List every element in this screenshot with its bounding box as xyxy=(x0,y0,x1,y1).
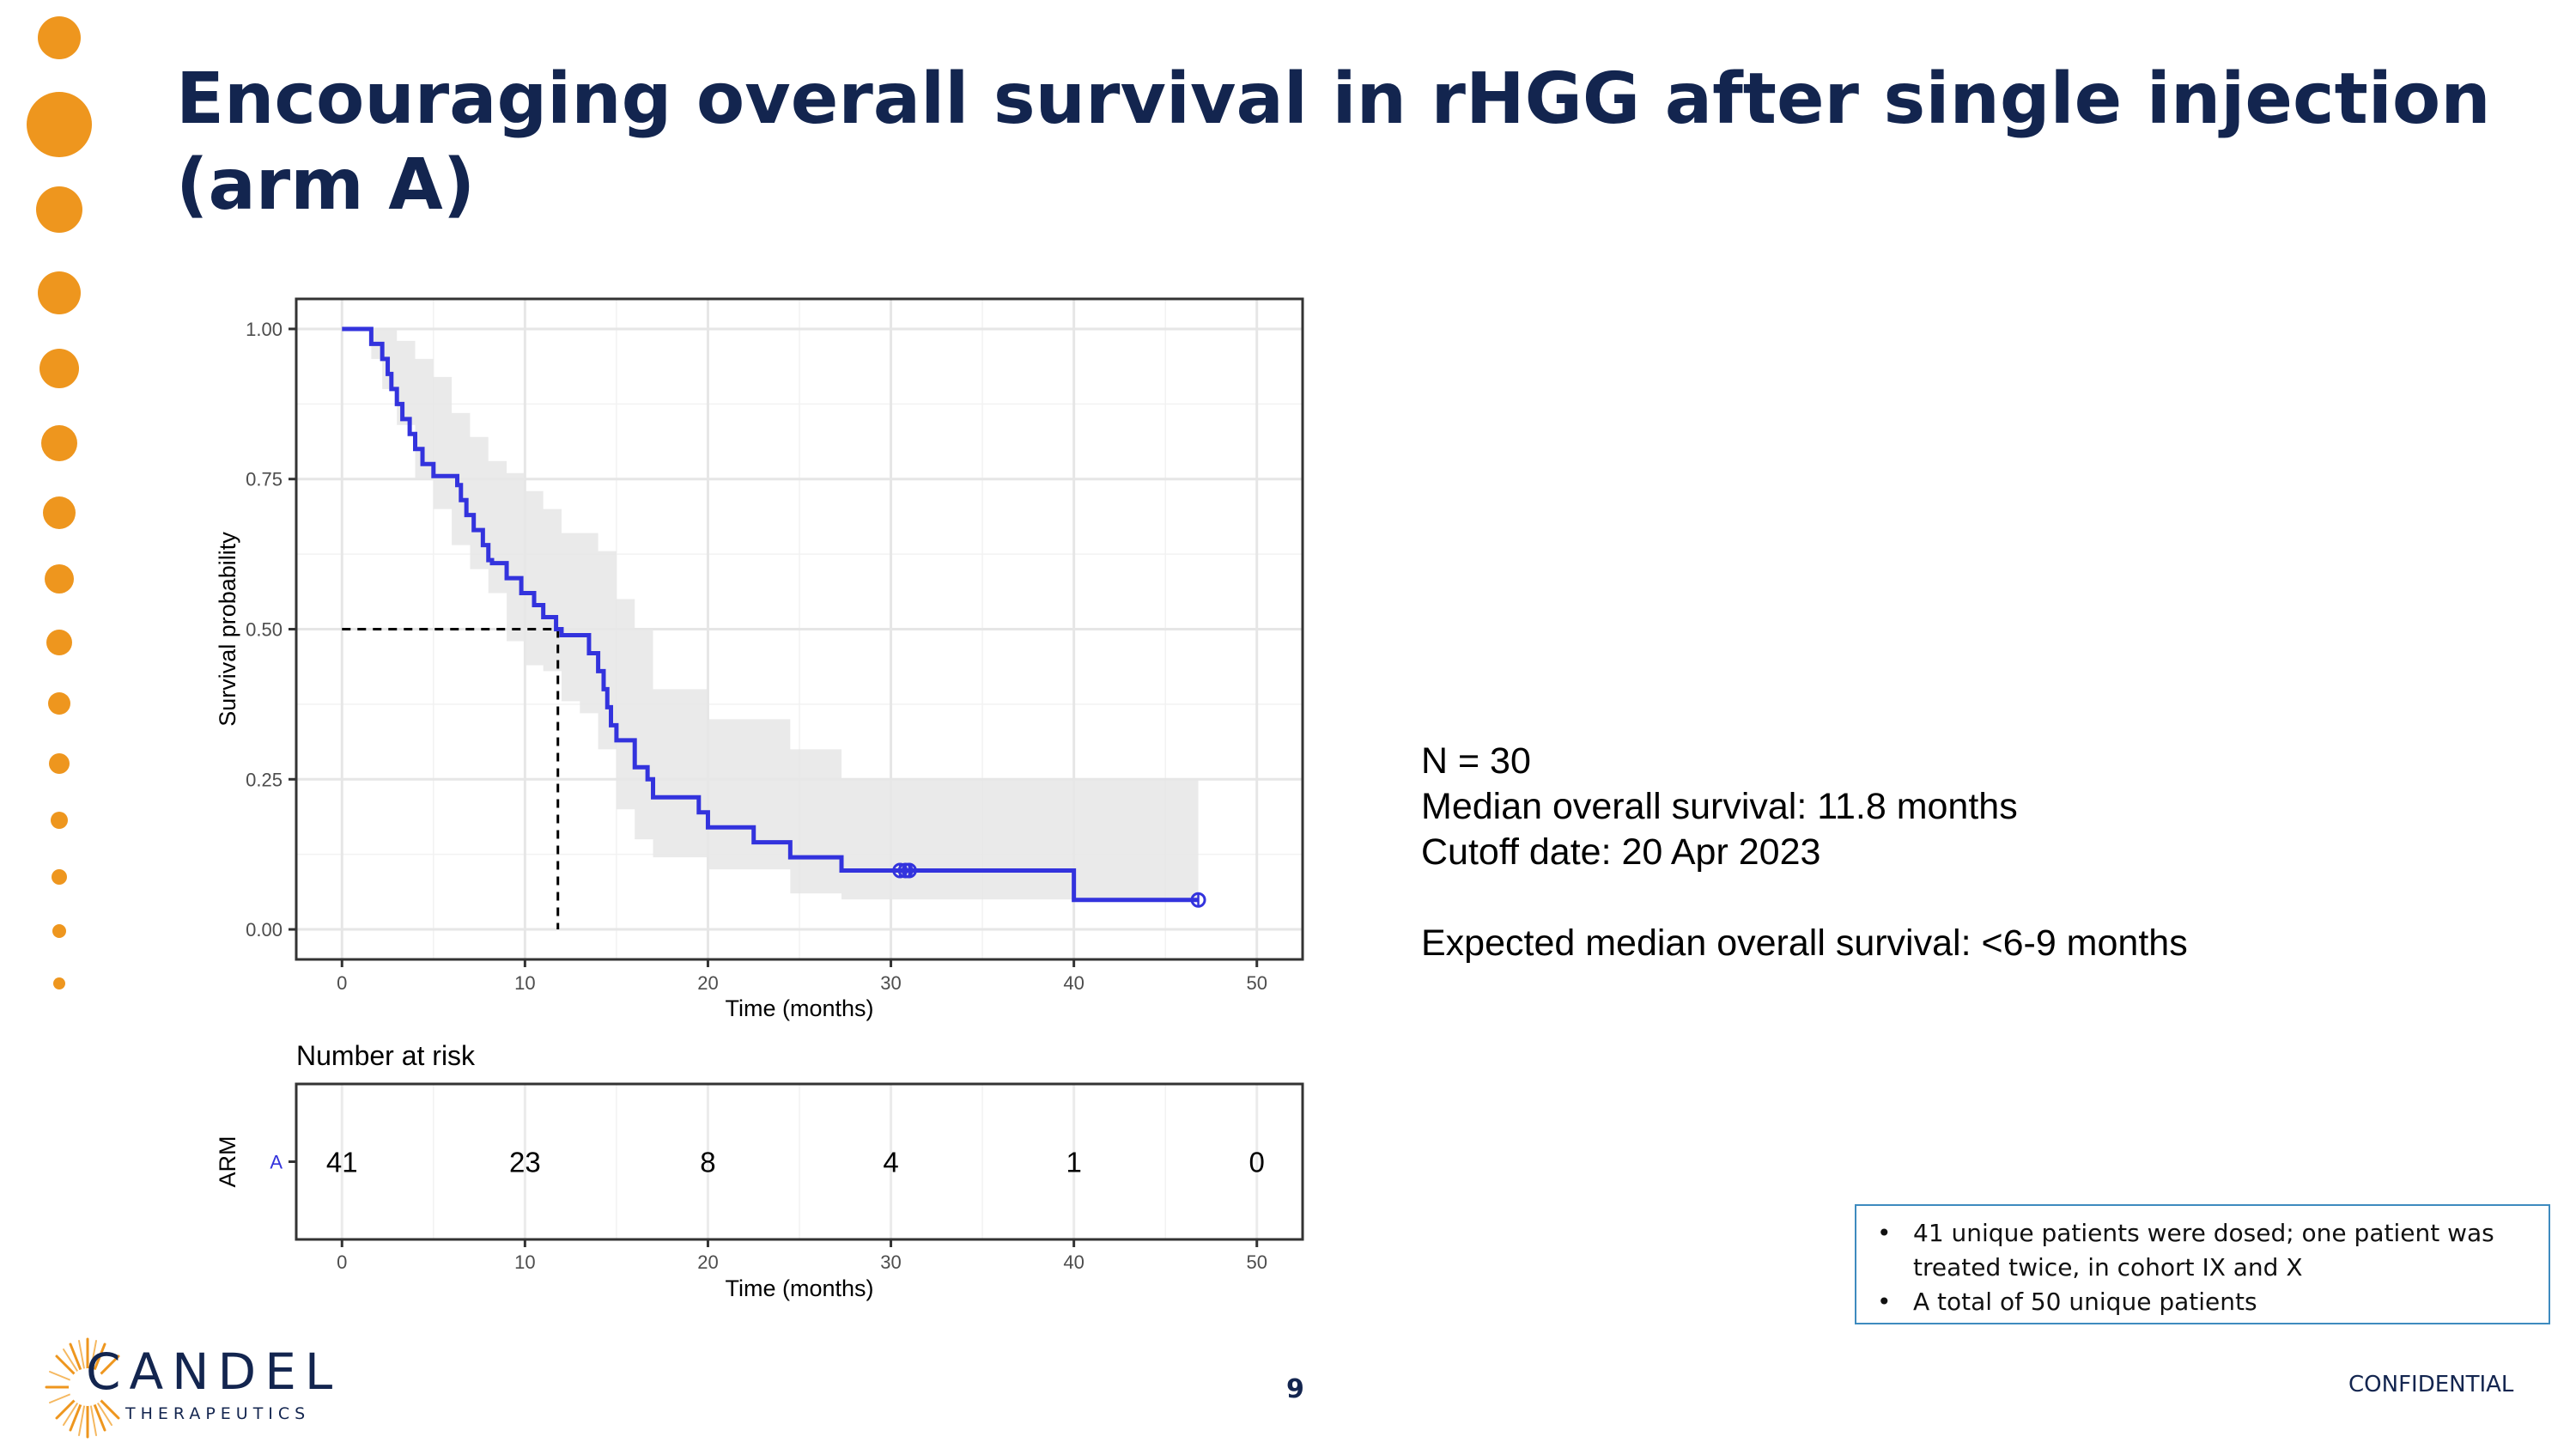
y-tick-label: 0.00 xyxy=(246,919,283,941)
risk-table-title: Number at risk xyxy=(296,1040,476,1071)
decorative-dot xyxy=(53,977,65,989)
stat-expected: Expected median overall survival: <6-9 m… xyxy=(1421,922,2188,964)
y-tick-label: 0.25 xyxy=(246,769,283,790)
decorative-dot xyxy=(41,425,77,461)
footnote-box: 41 unique patients were dosed; one patie… xyxy=(1855,1204,2550,1324)
decorative-dot-column xyxy=(0,0,120,1031)
summary-stats: N = 30 Median overall survival: 11.8 mon… xyxy=(1421,739,2451,966)
decorative-dot xyxy=(27,92,92,157)
page-number: 9 xyxy=(1286,1374,1304,1404)
risk-count: 23 xyxy=(509,1147,541,1178)
stat-cutoff: Cutoff date: 20 Apr 2023 xyxy=(1421,831,1821,873)
decorative-dot xyxy=(51,812,68,829)
decorative-dot xyxy=(52,869,67,885)
risk-row-axis-title: ARM xyxy=(215,1136,240,1188)
risk-x-tick-label: 10 xyxy=(514,1251,535,1273)
risk-x-tick-label: 0 xyxy=(337,1251,347,1273)
footnote-item: 41 unique patients were dosed; one patie… xyxy=(1872,1216,2533,1285)
x-tick-label: 30 xyxy=(880,972,901,994)
risk-x-axis-title: Time (months) xyxy=(725,1275,873,1301)
stat-median: Median overall survival: 11.8 months xyxy=(1421,786,2018,827)
stat-spacer xyxy=(1421,875,2451,921)
x-tick-label: 50 xyxy=(1246,972,1267,994)
decorative-dot xyxy=(45,564,74,594)
y-tick-label: 1.00 xyxy=(246,319,283,340)
confidential-label: CONFIDENTIAL xyxy=(2348,1372,2514,1397)
decorative-dot xyxy=(48,692,70,715)
risk-count: 8 xyxy=(700,1147,715,1178)
company-logo: CANDEL THERAPEUTICS xyxy=(43,1327,332,1447)
decorative-dot xyxy=(46,630,72,655)
decorative-dot xyxy=(38,271,81,314)
survival-curve-A xyxy=(342,326,1199,903)
risk-x-tick-label: 30 xyxy=(880,1251,901,1273)
logo-wordmark: CANDEL xyxy=(86,1342,342,1401)
risk-x-tick-label: 50 xyxy=(1246,1251,1267,1273)
x-tick-label: 40 xyxy=(1063,972,1084,994)
y-tick-label: 0.75 xyxy=(246,469,283,490)
risk-x-tick-label: 20 xyxy=(697,1251,718,1273)
risk-count: 0 xyxy=(1249,1147,1265,1178)
risk-count: 41 xyxy=(326,1147,358,1178)
x-tick-label: 0 xyxy=(337,972,347,994)
decorative-dot xyxy=(39,349,79,388)
logo-subtitle: THERAPEUTICS xyxy=(125,1404,311,1423)
confidence-band xyxy=(342,328,1199,930)
footnote-item: A total of 50 unique patients xyxy=(1872,1285,2533,1319)
x-axis-title: Time (months) xyxy=(725,995,873,1021)
x-tick-label: 10 xyxy=(514,972,535,994)
footnote-list: 41 unique patients were dosed; one patie… xyxy=(1872,1216,2533,1319)
sunburst-icon xyxy=(45,1337,120,1439)
y-axis-title: Survival probability xyxy=(215,532,240,727)
risk-x-tick-label: 40 xyxy=(1063,1251,1084,1273)
x-tick-label: 20 xyxy=(697,972,718,994)
decorative-dot xyxy=(43,496,76,529)
decorative-dot xyxy=(36,186,82,233)
decorative-dot xyxy=(49,753,70,774)
risk-row-label: A xyxy=(270,1152,283,1173)
decorative-dot xyxy=(52,924,66,938)
risk-count: 4 xyxy=(883,1147,898,1178)
risk-count: 1 xyxy=(1066,1147,1081,1178)
slide-title: Encouraging overall survival in rHGG aft… xyxy=(176,58,2491,226)
decorative-dot xyxy=(38,16,81,59)
y-tick-label: 0.50 xyxy=(246,619,283,641)
stat-n: N = 30 xyxy=(1421,740,1531,782)
